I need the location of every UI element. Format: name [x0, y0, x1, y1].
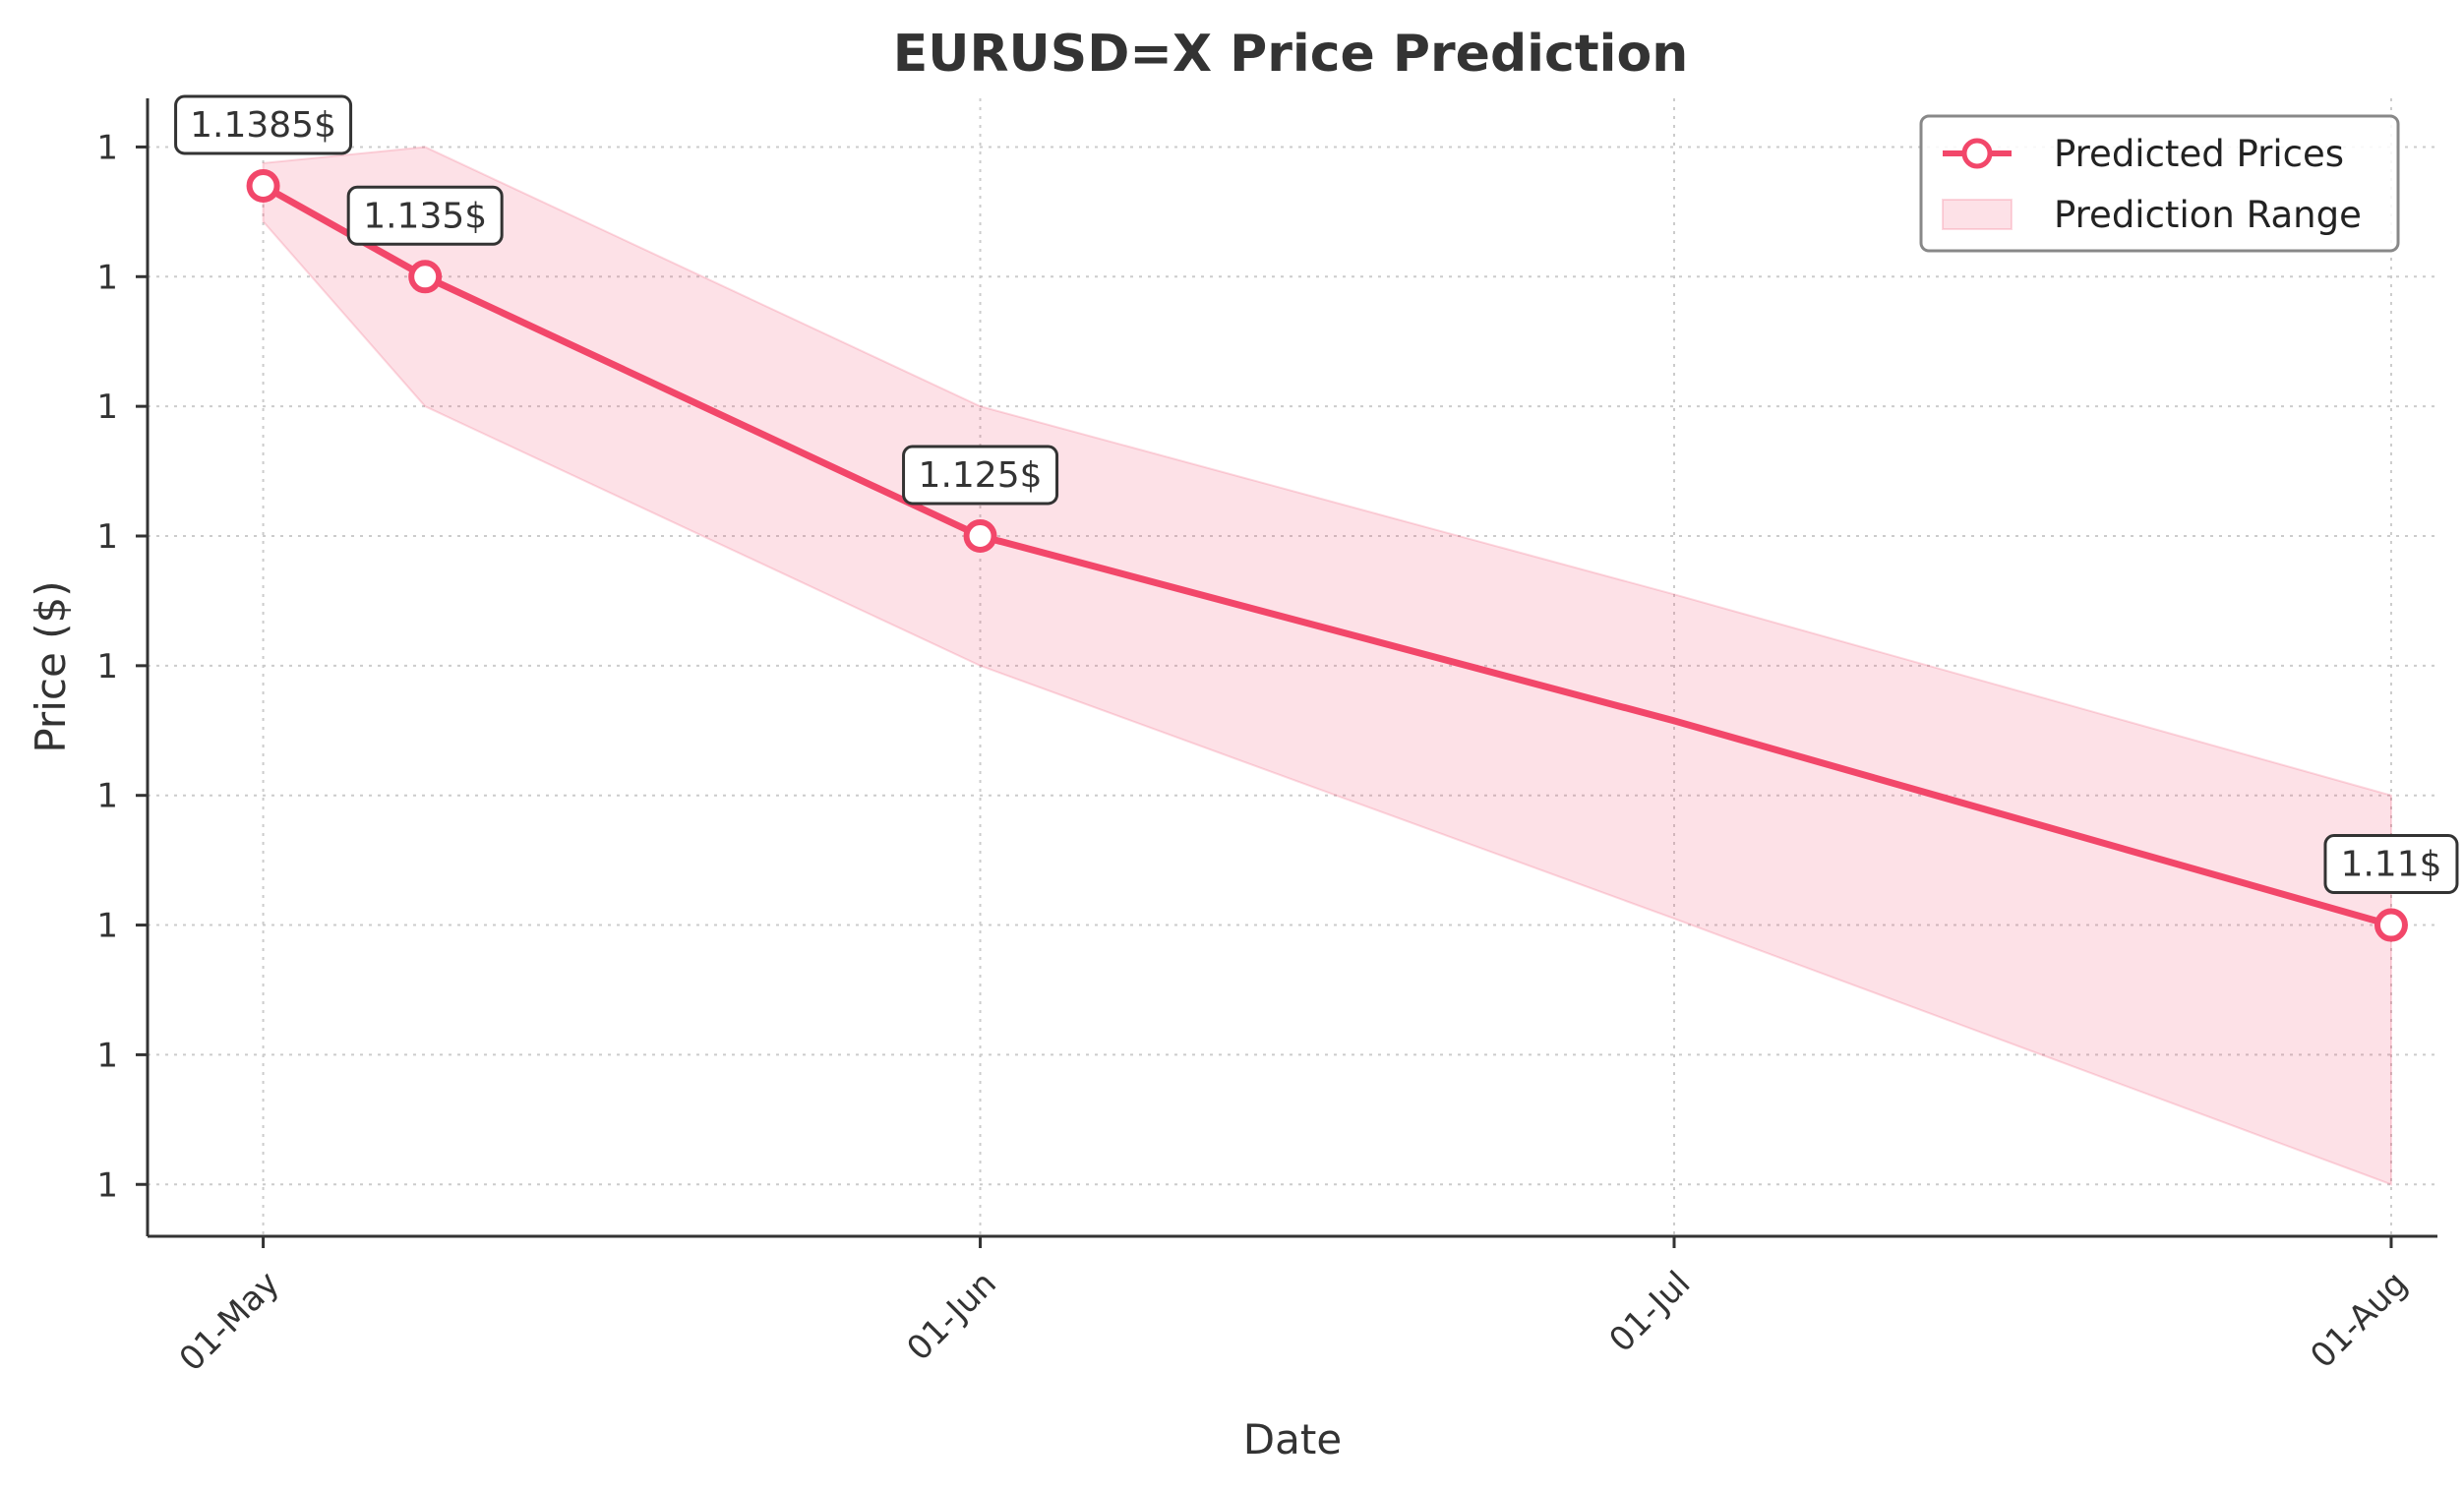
price-annotation: 1.11$ — [2323, 834, 2459, 895]
x-axis-label: Date — [1243, 1415, 1342, 1463]
y-tick-label: 1 — [96, 388, 118, 427]
y-tick-label: 1 — [96, 517, 118, 557]
y-tick-label: 1 — [96, 1165, 118, 1205]
price-annotation: 1.125$ — [902, 445, 1059, 506]
annotation-box — [174, 94, 353, 155]
y-tick-label: 1 — [96, 647, 118, 686]
x-ticks: 01-May 01-Jun 01-Jul 01-Aug — [172, 1236, 2415, 1379]
y-tick-label: 1 — [96, 258, 118, 297]
annotation-text: 1.135$ — [363, 196, 487, 236]
y-ticks: 1 1 1 1 1 1 1 1 1 — [96, 128, 148, 1205]
y-tick-label: 1 — [96, 128, 118, 167]
annotations: 1.1385$ 1.135$ 1.125$ 1.11$ — [174, 94, 2459, 895]
legend-frame — [1919, 114, 2400, 253]
y-axis-label: Price ($) — [27, 580, 75, 752]
legend-marker-swatch — [1961, 138, 1993, 169]
annotation-text: 1.11$ — [2340, 845, 2441, 885]
axes — [146, 98, 2437, 1238]
x-tick-label: 01-Aug — [2303, 1264, 2415, 1376]
annotation-box — [902, 445, 1059, 506]
annotation-text: 1.125$ — [919, 455, 1043, 496]
data-point-marker — [246, 169, 280, 203]
legend-label-predicted: Predicted Prices — [2054, 133, 2344, 175]
y-tick-label: 1 — [96, 777, 118, 816]
grid — [148, 98, 2437, 1236]
annotation-box — [346, 185, 504, 246]
chart-title: EURUSD=X Price Prediction — [893, 25, 1689, 84]
data-point-marker — [408, 260, 443, 294]
prediction-range-area — [262, 146, 2392, 1186]
price-annotation: 1.135$ — [346, 185, 504, 246]
legend-label-range: Prediction Range — [2054, 194, 2362, 236]
annotation-text: 1.1385$ — [190, 105, 336, 146]
price-annotation: 1.1385$ — [174, 94, 353, 155]
plot-area — [246, 169, 2408, 942]
data-point-marker — [963, 519, 997, 553]
y-tick-label: 1 — [96, 907, 118, 946]
data-point-marker — [2374, 908, 2408, 942]
y-tick-label: 1 — [96, 1036, 118, 1075]
x-tick-label: 01-Jul — [1601, 1264, 1698, 1360]
x-tick-label: 01-May — [172, 1264, 287, 1379]
x-tick-label: 01-Jun — [899, 1264, 1003, 1368]
annotation-box — [2323, 834, 2459, 895]
legend: Predicted Prices Prediction Range — [1919, 114, 2400, 253]
legend-range-swatch — [1942, 199, 2013, 230]
